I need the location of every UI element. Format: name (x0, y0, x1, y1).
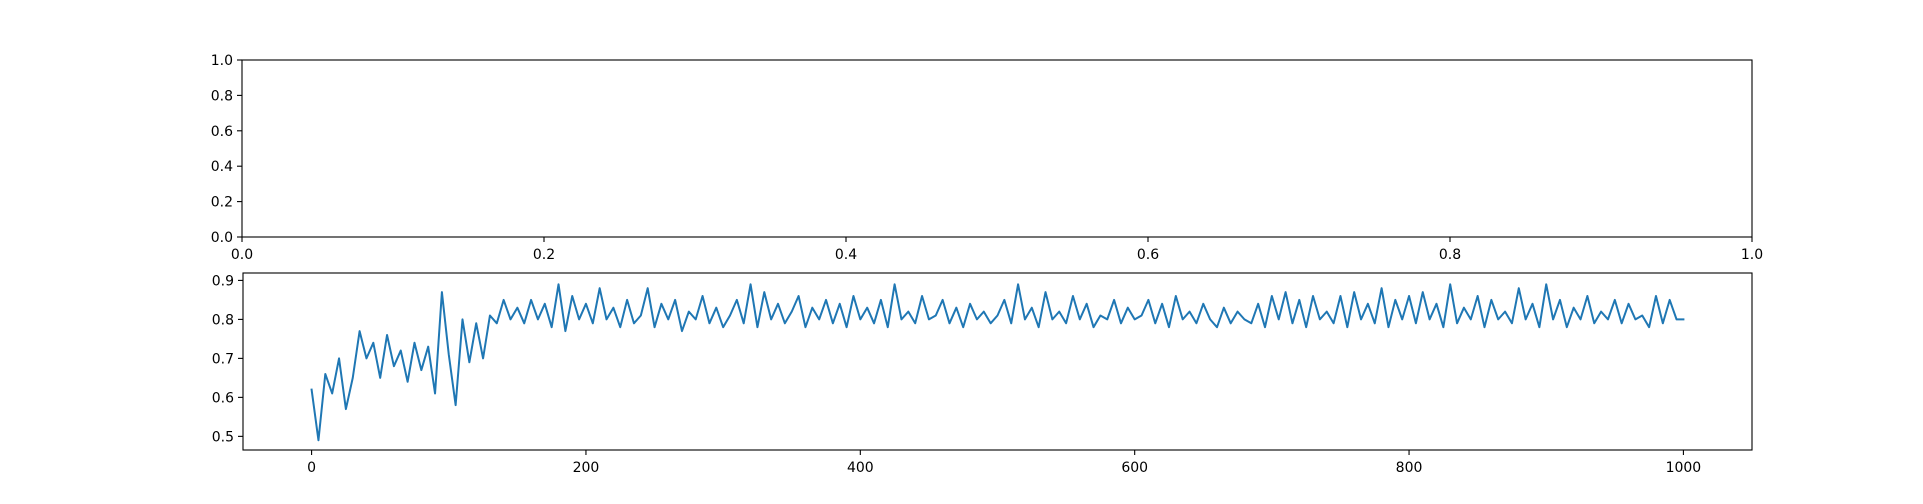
x-tick-label: 0.0 (231, 247, 253, 263)
y-tick-label: 0.6 (211, 124, 233, 140)
y-tick-label: 0.8 (212, 312, 234, 328)
x-tick-label: 800 (1396, 460, 1423, 476)
data-line (310, 283, 1685, 442)
axes-frame (241, 59, 1753, 238)
y-tick-label: 0.8 (211, 88, 233, 104)
x-tick-label: 0.6 (1137, 247, 1159, 263)
x-tick-label: 0.8 (1439, 247, 1461, 263)
y-tick-label: 0.6 (212, 390, 234, 406)
y-tick-label: 0.5 (212, 429, 234, 445)
x-tick-label: 1000 (1666, 460, 1702, 476)
y-tick-label: 0.2 (211, 195, 233, 211)
y-tick-label: 0.9 (212, 273, 234, 289)
axes-frame (242, 272, 1753, 451)
x-tick-label: 1.0 (1741, 247, 1763, 263)
x-tick-label: 0.2 (533, 247, 555, 263)
y-tick-label: 1.0 (211, 53, 233, 69)
y-tick-label: 0.4 (211, 159, 233, 175)
x-tick-label: 400 (847, 460, 874, 476)
y-tick-label: 0.0 (211, 230, 233, 246)
x-tick-label: 600 (1121, 460, 1148, 476)
x-tick-label: 200 (573, 460, 600, 476)
x-tick-label: 0.4 (835, 247, 857, 263)
y-tick-label: 0.7 (212, 351, 234, 367)
x-tick-label: 0 (307, 460, 316, 476)
